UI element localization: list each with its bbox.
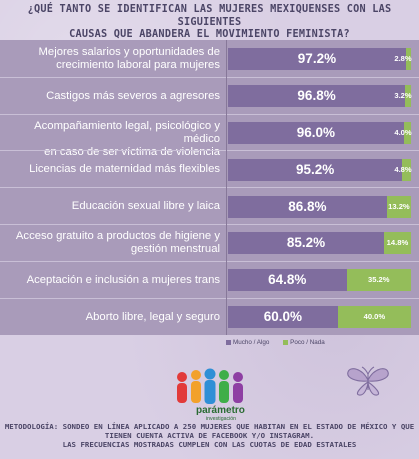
legend-label-mucho-algo: Mucho / Algo (233, 339, 270, 346)
footer-line-3: LAS FRECUENCIAS MOSTRADAS CUMPLEN CON LA… (62, 440, 357, 450)
category-label: Acompañamiento legal, psicológico y médi… (0, 120, 220, 159)
row-divider (0, 113, 419, 115)
data-label-poco-nada: 3.2% (394, 91, 412, 101)
category-label-line: Educación sexual libre y laica (71, 200, 220, 213)
data-label-mucho-algo: 86.8% (288, 198, 327, 214)
data-label-mucho-algo: 85.2% (286, 235, 326, 251)
legend-swatch-mucho-algo (226, 339, 231, 345)
legend-swatch-poco-nada (283, 339, 289, 345)
data-label-poco-nada: 4.0% (394, 128, 412, 137)
chart-title: ¿QUÉ TANTO SE IDENTIFICAN LAS MUJERES ME… (6, 4, 413, 42)
row-divider (0, 260, 419, 262)
methodology-footer: METODOLOGÍA: SONDEO EN LÍNEA APLICADO A … (4, 422, 415, 449)
category-label-line: gestión menstrual (130, 243, 220, 256)
bar-mucho-algo (228, 158, 403, 181)
footer-line-2: TIENEN CUENTA ACTIVA DE FACEBOOK Y/O INS… (104, 431, 315, 441)
bar-poco-nada (346, 269, 411, 292)
category-label-line: Mejores salarios y oportunidades de (38, 46, 220, 59)
category-label-line: Castigos más severos a agresores (46, 89, 220, 102)
row-divider (0, 150, 419, 152)
data-label-mucho-algo: 97.2% (297, 51, 337, 67)
bar-mucho-algo (228, 85, 406, 108)
category-label: Aceptación e inclusión a mujeres trans (0, 274, 220, 287)
bar-poco-nada (403, 122, 411, 144)
category-label: Acceso gratuito a productos de higiene y… (0, 230, 220, 256)
category-label: Castigos más severos a agresores (0, 90, 220, 103)
category-label: Mejores salarios y oportunidades de creci… (0, 46, 220, 72)
data-label-poco-nada: 2.8% (394, 54, 412, 64)
data-label-mucho-algo: 96.0% (296, 125, 335, 140)
row-divider (0, 224, 419, 225)
legend-item-poco-nada: Poco / Nada (283, 339, 325, 346)
legend-label-poco-nada: Poco / Nada (290, 339, 325, 346)
butterfly-icon (347, 366, 389, 396)
bar-mucho-algo (228, 306, 338, 328)
category-label-line: Acompañamiento legal, psicológico y médi… (34, 120, 220, 145)
bar-mucho-algo (228, 122, 404, 144)
category-label-line: crecimiento laboral para mujeres (56, 59, 220, 72)
category-label-line: Licencias de maternidad más flexibles (29, 163, 220, 176)
data-label-poco-nada: 14.8% (386, 238, 409, 248)
logo-name: parámetro (196, 405, 245, 416)
chart-title-line-1: ¿QUÉ TANTO SE IDENTIFICAN LAS MUJERES ME… (27, 4, 392, 28)
footer-line-1: METODOLOGÍA: SONDEO EN LÍNEA APLICADO A … (4, 422, 415, 431)
data-label-poco-nada: 35.2% (368, 275, 390, 285)
category-label: Educación sexual libre y laica (0, 200, 220, 213)
category-label-line: en caso de ser víctima de violencia (44, 146, 220, 158)
data-label-poco-nada: 4.8% (394, 164, 412, 174)
chart-legend: Mucho / Algo Poco / Nada (226, 339, 337, 346)
logo-subtitle: investigación (206, 416, 236, 422)
data-label-poco-nada: 40.0% (363, 312, 386, 321)
legend-item-mucho-algo: Mucho / Algo (226, 339, 269, 346)
bar-poco-nada (402, 158, 411, 181)
data-label-mucho-algo: 96.8% (297, 88, 336, 104)
category-label: Aborto libre, legal y seguro (0, 311, 220, 324)
data-label-mucho-algo: 64.8% (268, 272, 307, 288)
bar-mucho-algo (228, 269, 347, 292)
data-label-poco-nada: 13.2% (388, 201, 410, 211)
row-divider (0, 76, 419, 78)
category-label-line: Aborto libre, legal y seguro (85, 310, 220, 323)
row-divider (0, 187, 419, 189)
category-label: Licencias de maternidad más flexibles (0, 163, 220, 176)
parametro-logo-people-icon (177, 368, 243, 404)
bar-poco-nada (405, 85, 411, 108)
bar-mucho-algo (228, 232, 384, 255)
bar-poco-nada (337, 306, 411, 328)
data-label-mucho-algo: 60.0% (263, 309, 303, 324)
chart-axis-line (226, 40, 227, 335)
category-label-line: Acceso gratuito a productos de higiene y (15, 230, 220, 243)
bar-poco-nada (383, 232, 411, 255)
chart-title-line-2: CAUSAS QUE ABANDERA EL MOVIMIENTO FEMINI… (69, 29, 350, 40)
bar-mucho-algo (228, 48, 406, 71)
row-divider (0, 297, 419, 299)
bar-mucho-algo (228, 195, 387, 218)
bar-poco-nada (386, 195, 411, 218)
category-label-line: Aceptación e inclusión a mujeres trans (26, 273, 220, 286)
data-label-mucho-algo: 95.2% (295, 161, 335, 177)
bar-poco-nada (405, 48, 411, 71)
